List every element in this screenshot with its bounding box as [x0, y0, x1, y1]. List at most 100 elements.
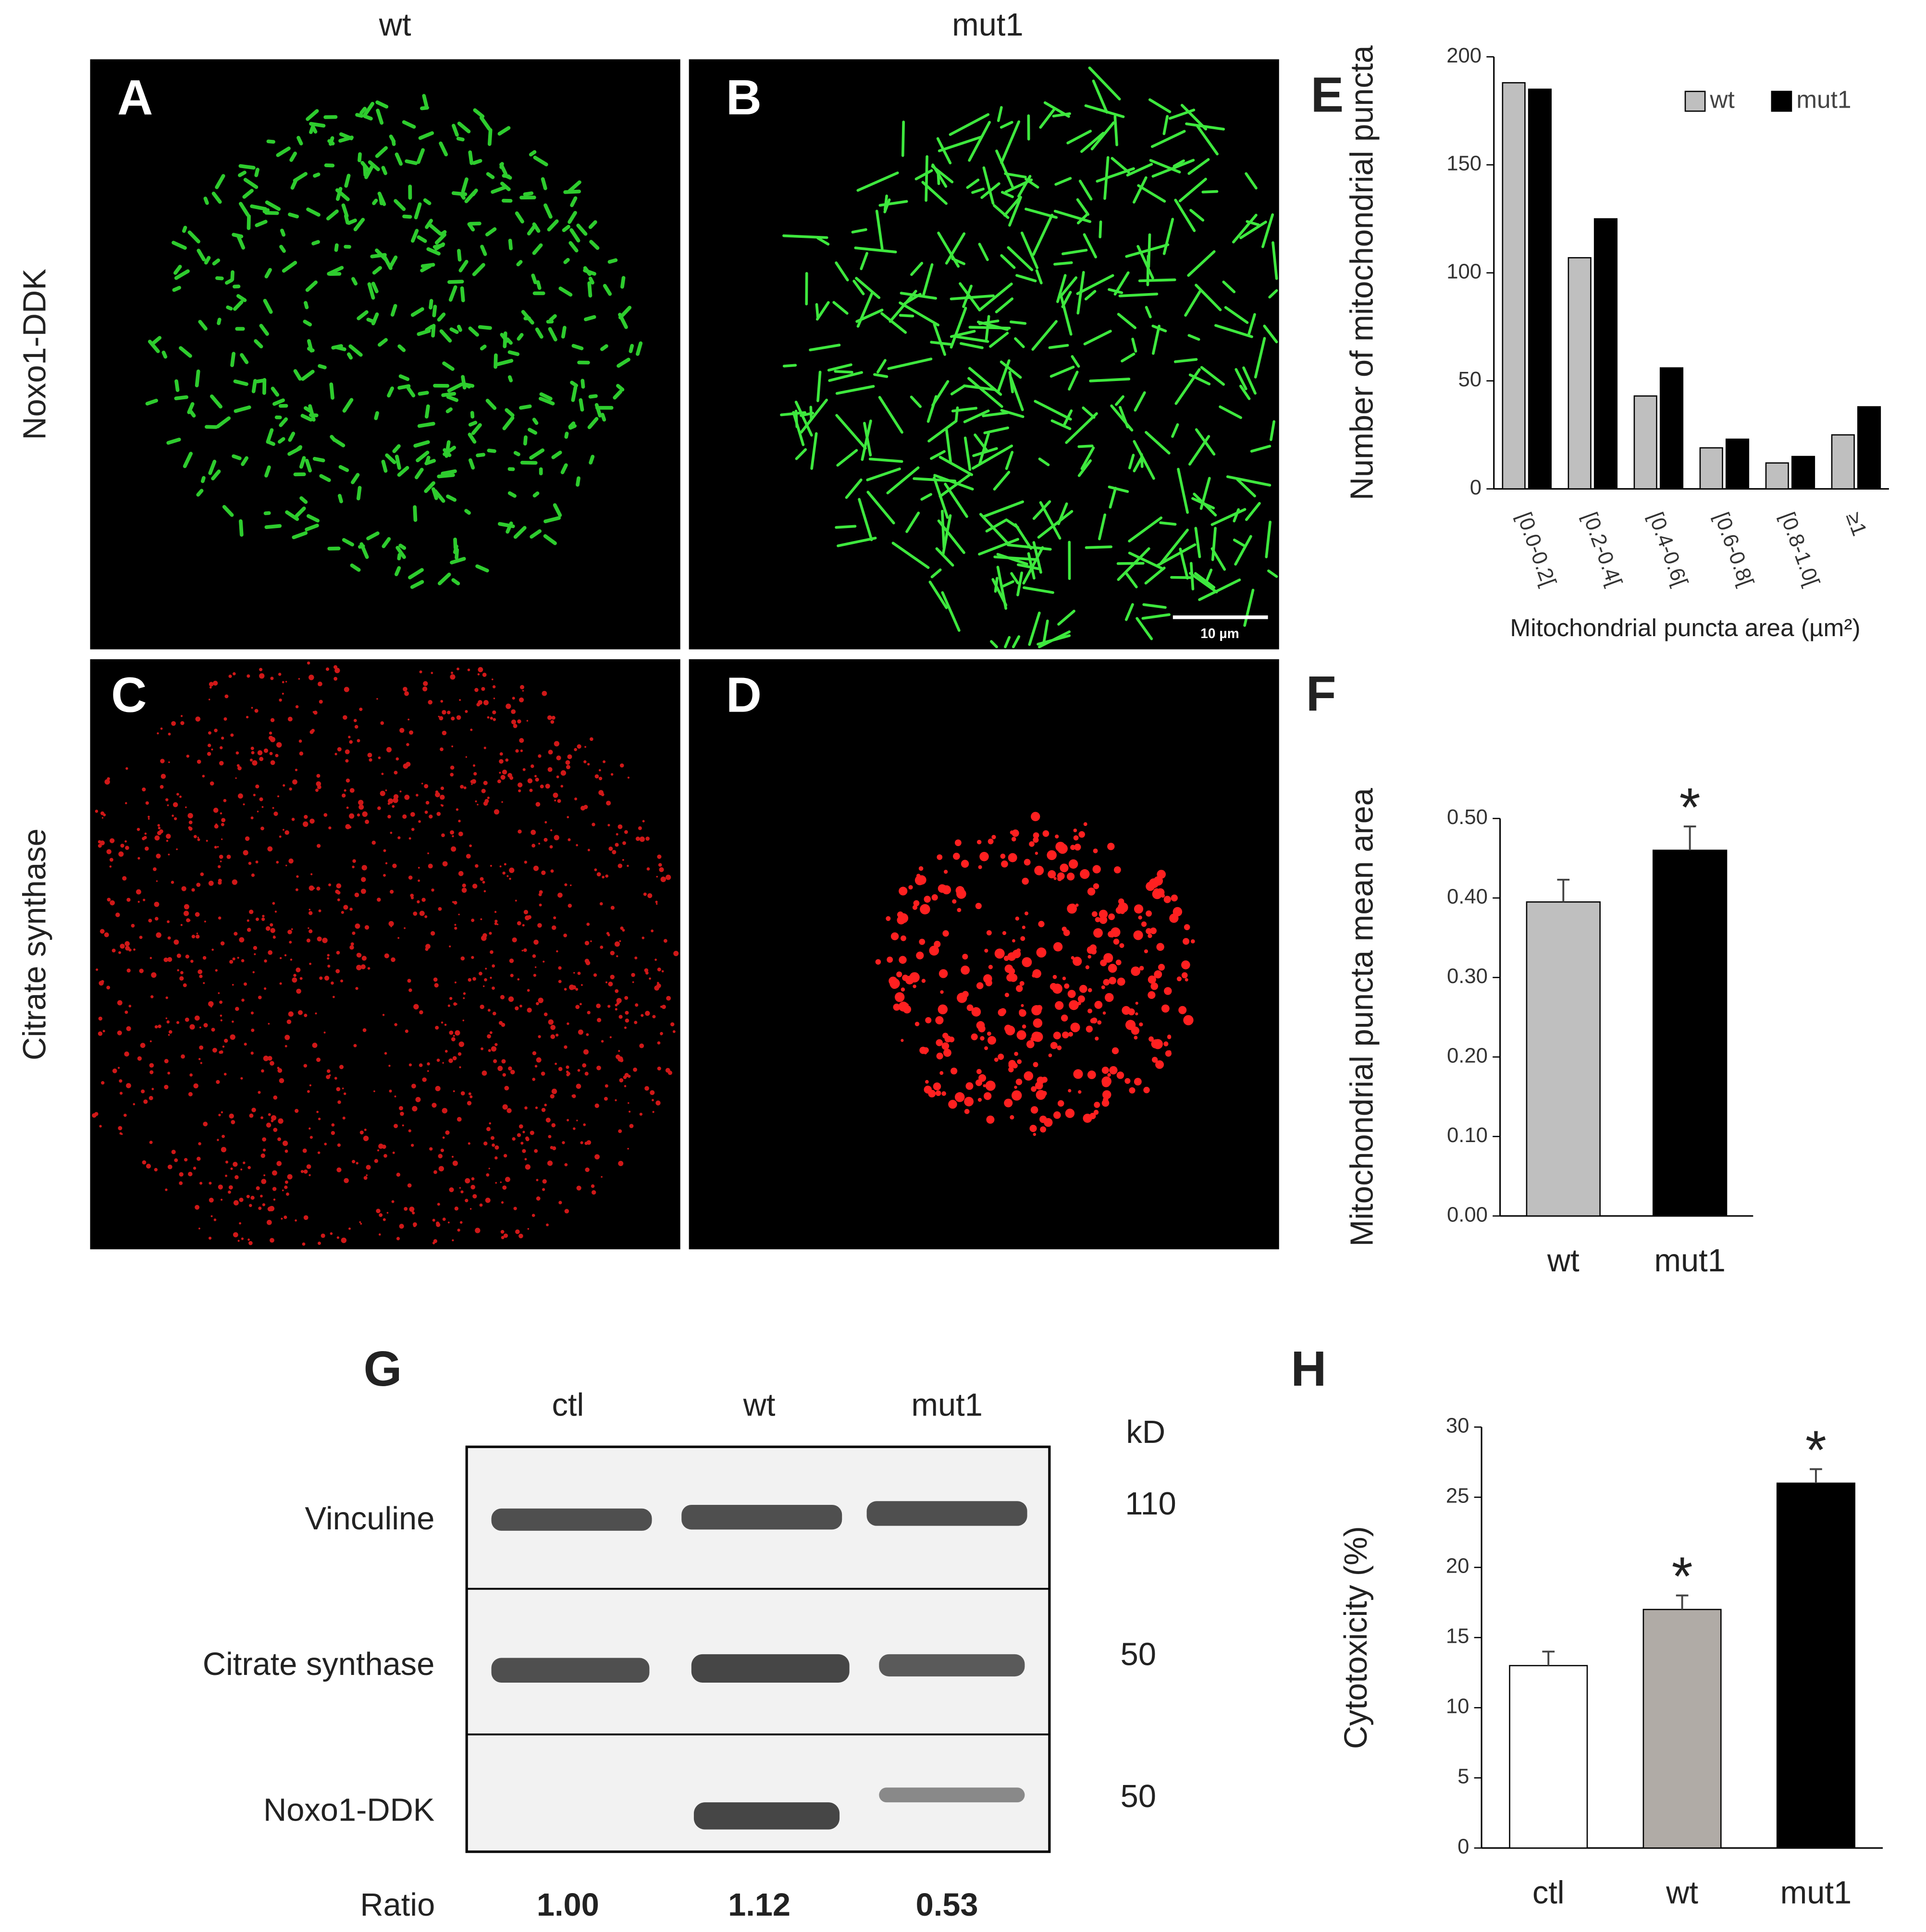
bar	[1857, 406, 1881, 490]
fiber	[1131, 337, 1137, 353]
fiber	[794, 400, 813, 437]
punctum	[667, 1071, 672, 1075]
punctum	[556, 755, 561, 761]
punctum	[267, 1206, 272, 1212]
fiber	[232, 454, 242, 460]
punctum	[137, 857, 140, 860]
punctum	[940, 990, 944, 994]
punctum	[408, 875, 413, 880]
punctum	[1151, 1057, 1158, 1063]
punctum	[1102, 1011, 1106, 1015]
punctum	[237, 766, 242, 771]
punctum	[1022, 1024, 1026, 1029]
punctum	[223, 717, 227, 721]
punctum	[456, 715, 461, 720]
fiber	[1177, 468, 1189, 514]
fiber	[211, 469, 221, 480]
punctum	[449, 1030, 454, 1035]
punctum	[142, 1160, 147, 1165]
punctum	[1083, 822, 1087, 826]
punctum	[379, 1213, 383, 1217]
punctum	[363, 1135, 369, 1142]
fiber	[1205, 568, 1213, 582]
fiber	[1077, 459, 1092, 477]
punctum	[533, 973, 537, 977]
punctum	[249, 910, 254, 914]
fiber	[356, 486, 362, 501]
punctum	[400, 1111, 404, 1116]
punctum	[458, 913, 460, 915]
bar	[1509, 1665, 1588, 1849]
punctum	[978, 1074, 987, 1082]
punctum	[511, 709, 516, 714]
punctum	[1008, 968, 1015, 975]
punctum	[575, 988, 579, 991]
punctum	[327, 964, 331, 968]
fiber	[1246, 220, 1260, 226]
punctum	[359, 1131, 364, 1135]
punctum	[435, 1026, 439, 1030]
punctum	[517, 1133, 521, 1137]
fiber	[827, 363, 852, 372]
punctum	[125, 802, 127, 804]
punctum	[388, 798, 394, 804]
x-tick-label: ≥1	[1841, 509, 1872, 539]
punctum	[334, 752, 337, 755]
punctum	[490, 950, 494, 954]
punctum	[385, 789, 387, 791]
punctum	[442, 1136, 445, 1139]
punctum	[421, 898, 426, 902]
punctum	[542, 1179, 547, 1184]
fiber	[1000, 120, 1021, 164]
legend-swatch	[1684, 90, 1706, 112]
punctum	[208, 699, 210, 701]
fiber	[502, 416, 515, 431]
fiber	[927, 419, 958, 443]
punctum	[156, 932, 161, 938]
punctum	[535, 777, 539, 782]
punctum	[442, 1218, 446, 1221]
punctum	[548, 1019, 554, 1025]
punctum	[408, 988, 412, 992]
fiber	[920, 493, 932, 501]
punctum	[596, 1065, 601, 1071]
punctum	[1068, 859, 1078, 869]
fiber	[985, 518, 1008, 533]
punctum	[509, 877, 511, 880]
fiber	[376, 109, 384, 125]
punctum	[237, 957, 239, 959]
punctum	[444, 1023, 447, 1026]
punctum	[262, 1148, 266, 1152]
punctum	[468, 1092, 471, 1095]
punctum	[438, 1166, 444, 1172]
punctum	[1034, 865, 1044, 875]
fiber	[1179, 547, 1189, 580]
fiber	[983, 426, 1010, 434]
punctum	[1139, 966, 1144, 971]
punctum	[931, 894, 938, 901]
punctum	[233, 1200, 239, 1206]
punctum	[172, 814, 174, 817]
punctum	[912, 905, 918, 910]
punctum	[894, 992, 905, 1002]
fiber	[1008, 196, 1022, 227]
punctum	[354, 892, 359, 898]
fiber	[449, 327, 459, 334]
punctum	[266, 1219, 272, 1225]
punctum	[469, 1095, 473, 1098]
punctum	[428, 863, 433, 869]
punctum	[208, 880, 214, 886]
punctum	[199, 1045, 204, 1050]
punctum	[656, 983, 661, 988]
bar	[1699, 447, 1723, 490]
fiber	[418, 391, 429, 396]
punctum	[500, 995, 505, 999]
punctum	[610, 974, 615, 980]
fiber	[1219, 405, 1242, 419]
punctum	[197, 1157, 201, 1161]
punctum	[519, 697, 524, 702]
punctum	[1087, 887, 1096, 896]
y-tick-label: 10	[1446, 1695, 1469, 1718]
y-tick-label: 30	[1446, 1414, 1469, 1438]
punctum	[618, 1160, 624, 1166]
